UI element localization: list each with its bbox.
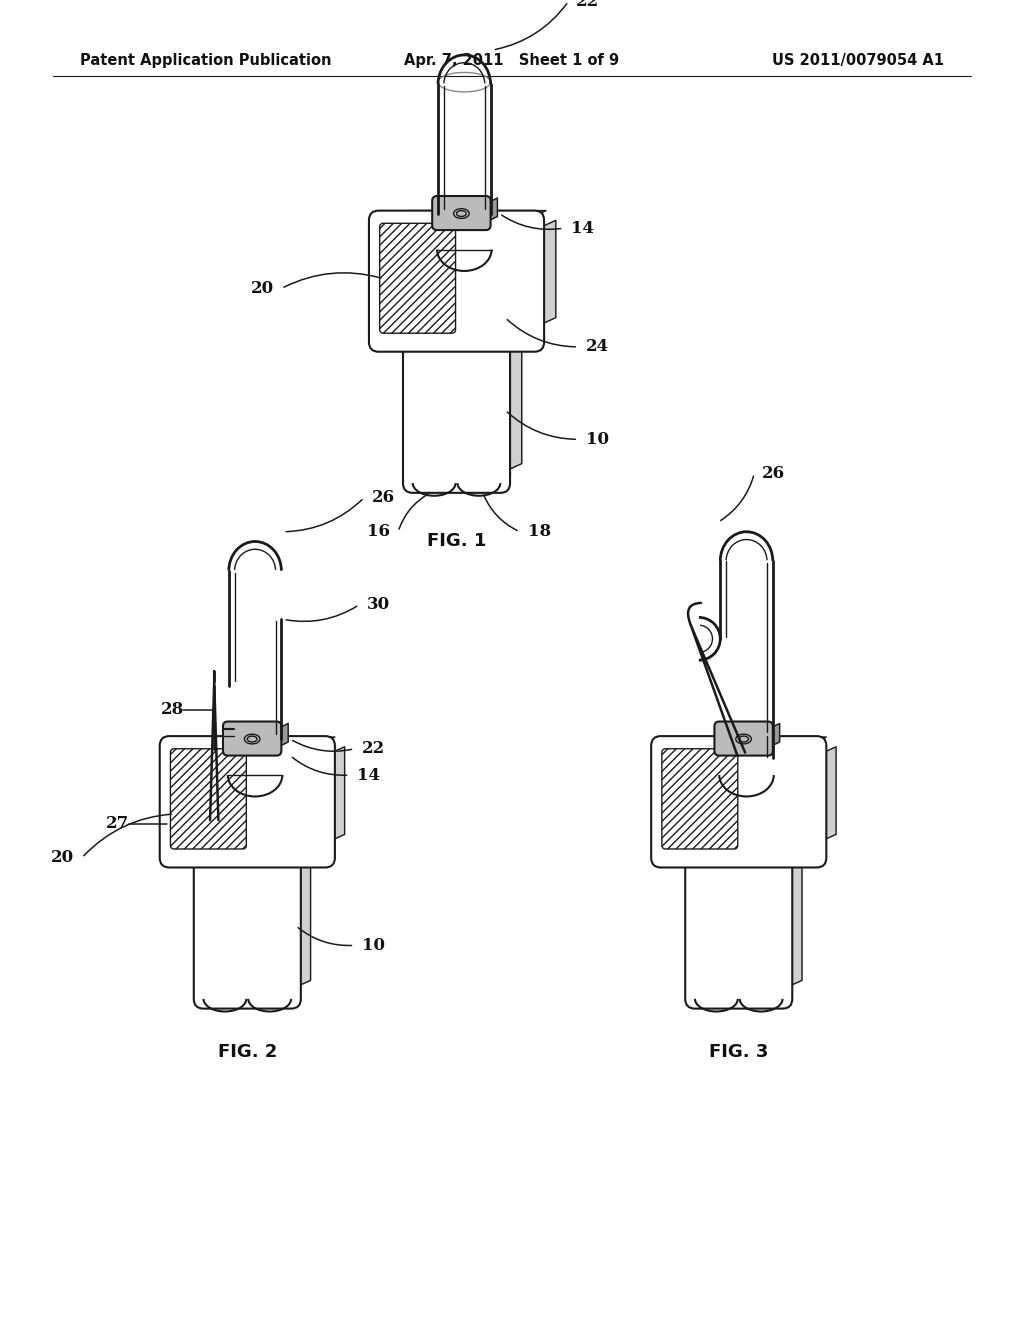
Text: 20: 20 xyxy=(51,849,74,866)
FancyBboxPatch shape xyxy=(160,737,335,867)
Polygon shape xyxy=(276,723,288,748)
Text: Patent Application Publication: Patent Application Publication xyxy=(80,53,332,69)
FancyBboxPatch shape xyxy=(651,737,826,867)
Text: FIG. 3: FIG. 3 xyxy=(709,1043,768,1061)
Text: 22: 22 xyxy=(362,741,385,758)
Text: 10: 10 xyxy=(586,430,609,447)
Text: 10: 10 xyxy=(362,937,385,954)
Text: FIG. 1: FIG. 1 xyxy=(427,532,486,550)
Text: 27: 27 xyxy=(106,816,129,832)
FancyBboxPatch shape xyxy=(432,195,490,230)
FancyBboxPatch shape xyxy=(380,223,456,333)
Polygon shape xyxy=(423,474,512,483)
Polygon shape xyxy=(535,220,556,327)
FancyBboxPatch shape xyxy=(170,748,247,849)
FancyBboxPatch shape xyxy=(369,211,544,351)
Text: 14: 14 xyxy=(357,767,380,784)
Polygon shape xyxy=(782,854,802,989)
FancyBboxPatch shape xyxy=(715,722,773,755)
Text: FIG. 2: FIG. 2 xyxy=(218,1043,278,1061)
Text: 20: 20 xyxy=(251,280,273,297)
FancyBboxPatch shape xyxy=(403,327,510,492)
Text: 30: 30 xyxy=(367,597,390,614)
Text: 28: 28 xyxy=(161,701,184,718)
Text: 24: 24 xyxy=(586,338,609,355)
FancyBboxPatch shape xyxy=(223,722,282,755)
Polygon shape xyxy=(768,723,779,748)
Polygon shape xyxy=(388,211,546,220)
Polygon shape xyxy=(501,337,522,474)
FancyBboxPatch shape xyxy=(194,843,301,1008)
Polygon shape xyxy=(291,854,310,989)
Text: 14: 14 xyxy=(571,219,594,236)
FancyBboxPatch shape xyxy=(662,748,737,849)
Polygon shape xyxy=(816,747,836,843)
Text: 22: 22 xyxy=(577,0,599,9)
Text: 16: 16 xyxy=(368,523,390,540)
Text: 18: 18 xyxy=(527,523,551,540)
Text: 26: 26 xyxy=(372,490,395,506)
Text: 26: 26 xyxy=(762,465,785,482)
Polygon shape xyxy=(671,737,826,746)
Text: US 2011/0079054 A1: US 2011/0079054 A1 xyxy=(772,53,944,69)
Polygon shape xyxy=(326,747,345,843)
Text: Apr. 7, 2011   Sheet 1 of 9: Apr. 7, 2011 Sheet 1 of 9 xyxy=(404,53,620,69)
Polygon shape xyxy=(179,737,335,746)
FancyBboxPatch shape xyxy=(685,843,793,1008)
Polygon shape xyxy=(485,198,498,222)
